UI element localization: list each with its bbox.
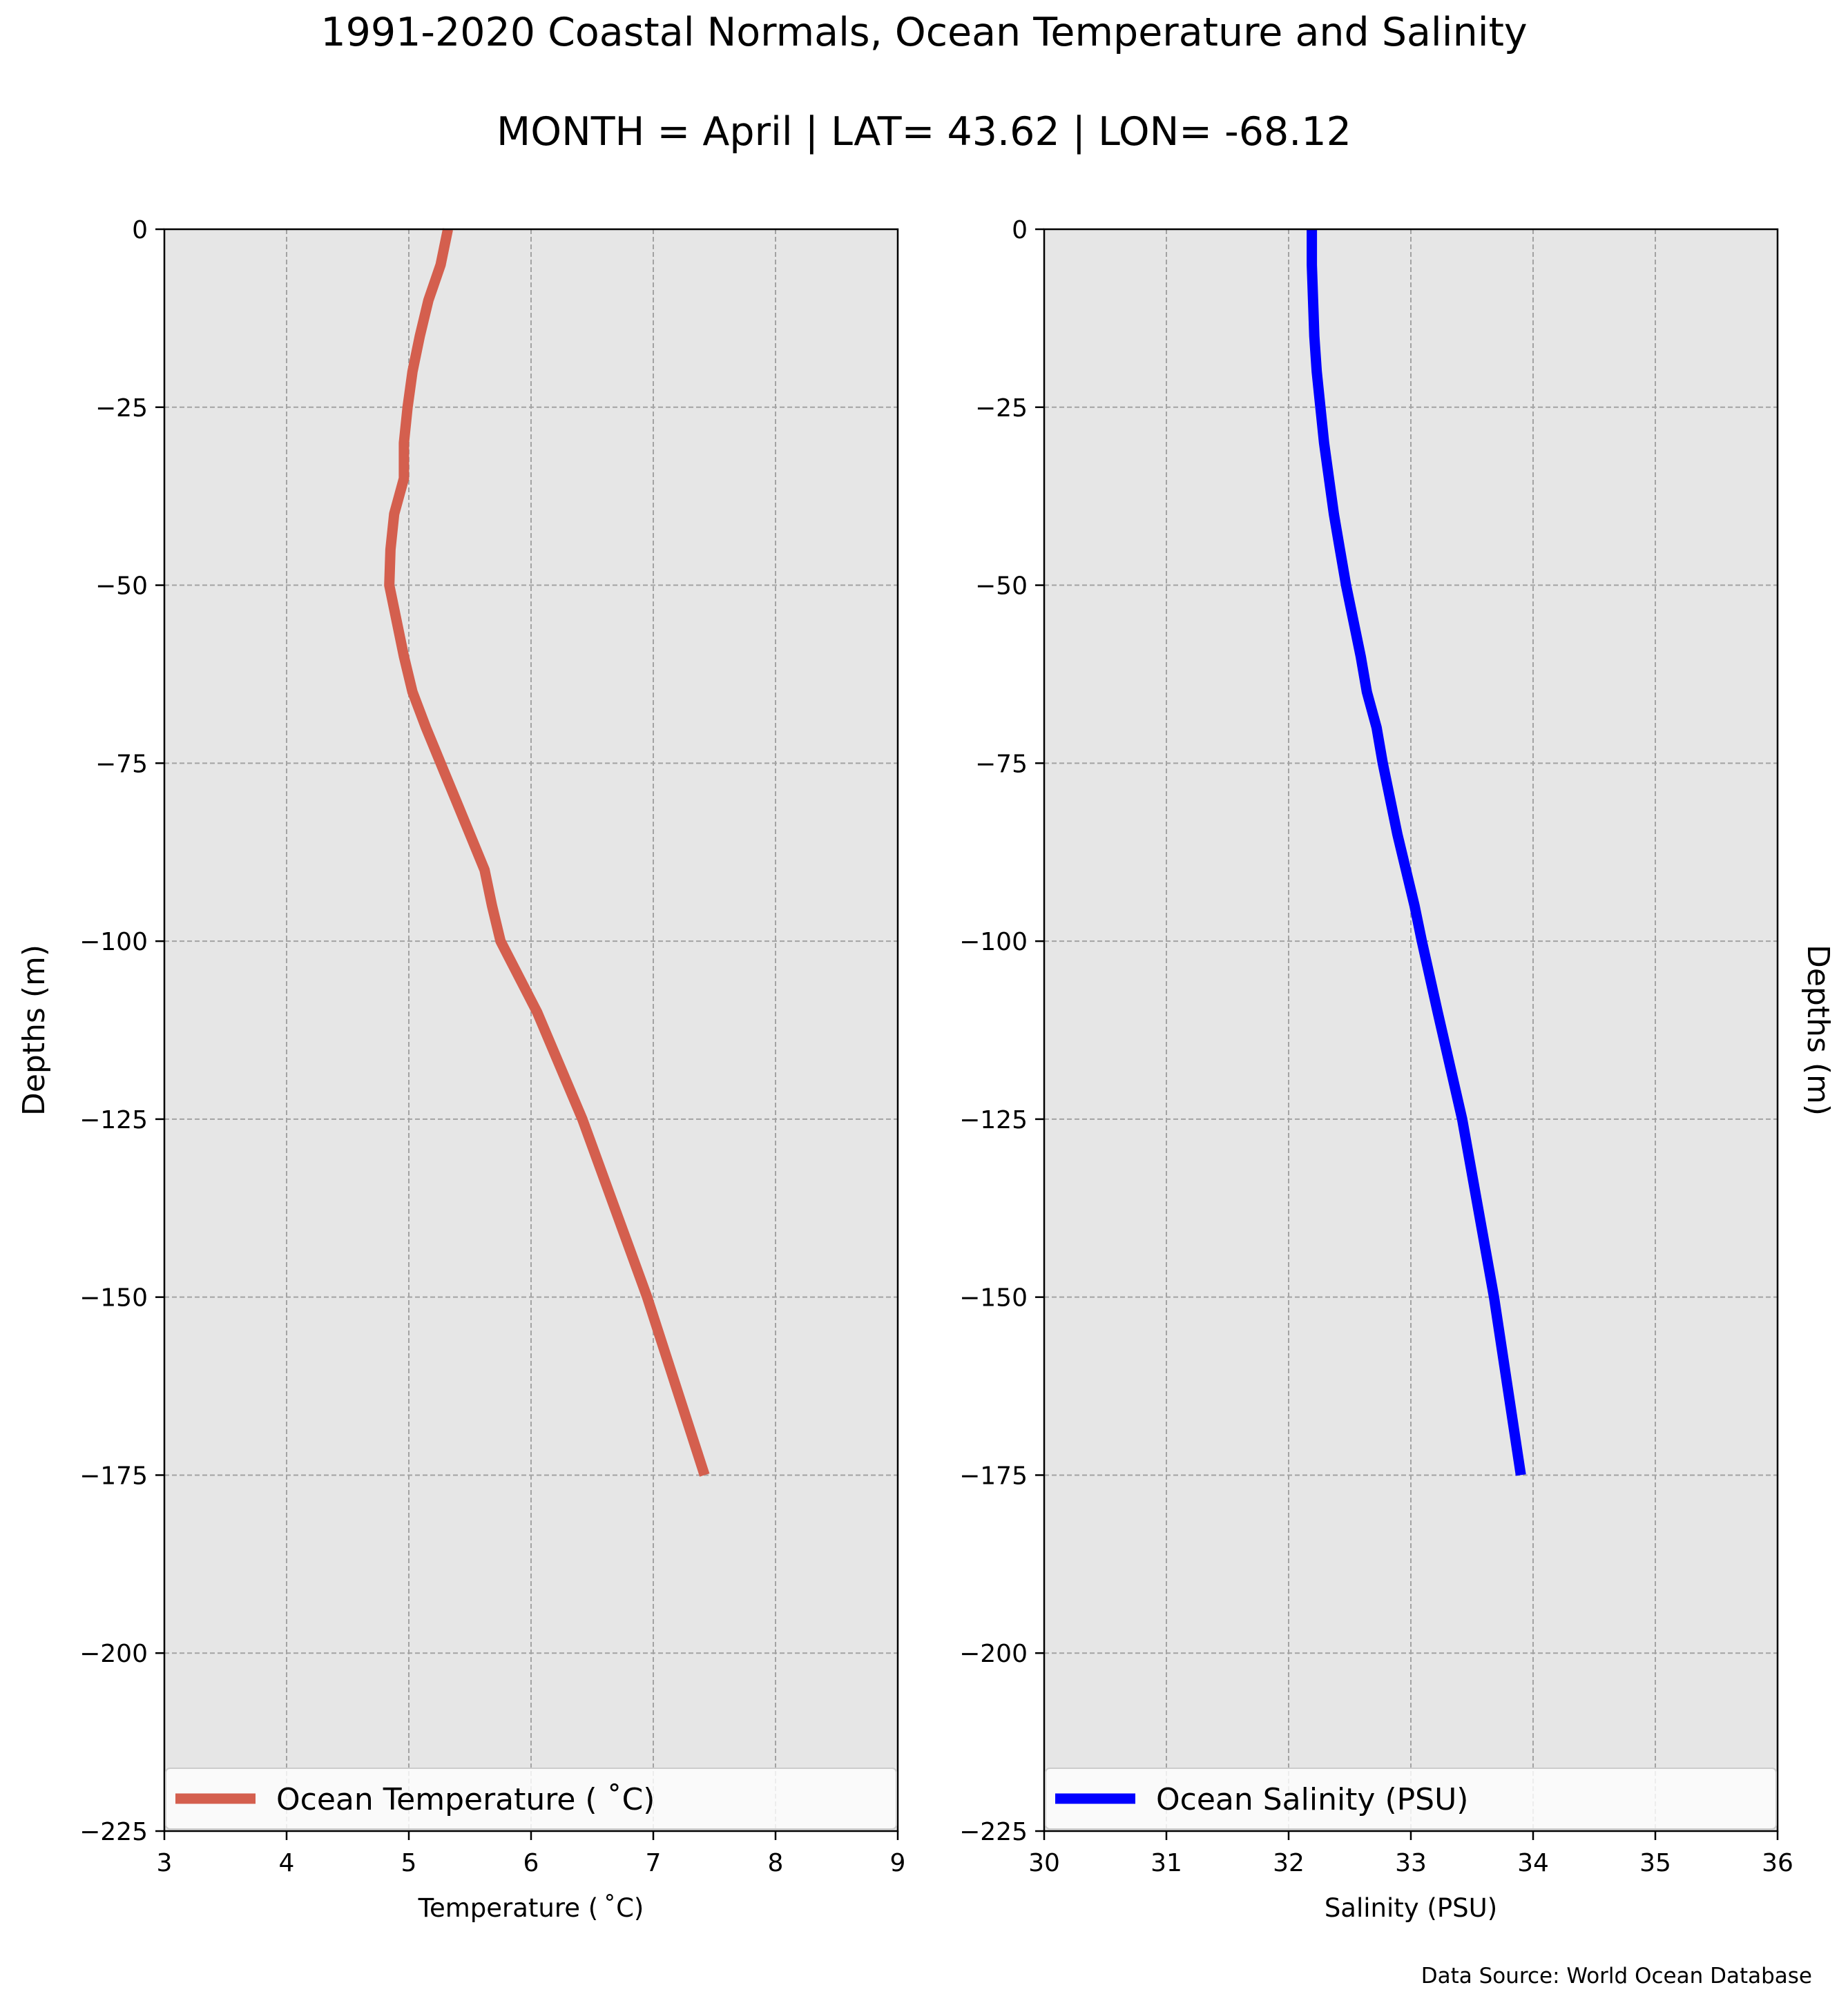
salinity-plot: 30 31 32 33 34 35 36 0 −25 −50 −75 −100 −125 −150 −175… — [959, 216, 1836, 1923]
legend-box — [165, 1768, 897, 1830]
temperature-y-axis-label: Depths (m) — [17, 945, 52, 1116]
y-tick-label: −25 — [975, 394, 1028, 423]
y-tick-label: −200 — [79, 1640, 148, 1668]
y-tick-label: −125 — [79, 1106, 148, 1134]
salinity-series-line — [1307, 229, 1526, 1476]
temperature-x-axis-label: Temperature ( ˚C) — [418, 1893, 644, 1923]
x-tick-label: 5 — [401, 1849, 417, 1877]
temperature-series-line — [384, 228, 710, 1477]
x-tick-label: 7 — [646, 1849, 662, 1877]
legend-box — [1045, 1768, 1777, 1830]
legend-label: Ocean Salinity (PSU) — [1156, 1782, 1468, 1817]
y-tick-label: −75 — [975, 750, 1028, 778]
y-tick-label: −225 — [959, 1818, 1028, 1846]
y-tick-label: −25 — [95, 394, 148, 423]
y-tick-label: −100 — [79, 928, 148, 956]
x-tick-label: 34 — [1517, 1849, 1549, 1877]
salinity-legend: Ocean Salinity (PSU) — [1045, 1768, 1777, 1830]
x-tick-label: 9 — [890, 1849, 906, 1877]
y-tick-label: −75 — [95, 750, 148, 778]
y-tick-label: −175 — [959, 1462, 1028, 1490]
chart-subtitle: MONTH = April | LAT= 43.62 | LON= -68.12 — [497, 109, 1351, 155]
y-tick-label: −200 — [959, 1640, 1028, 1668]
x-tick-label: 8 — [768, 1849, 784, 1877]
legend-label: Ocean Temperature ( ˚C) — [276, 1782, 655, 1817]
y-tick-label: −225 — [79, 1818, 148, 1846]
x-tick-label: 36 — [1762, 1849, 1793, 1877]
y-tick-label: −50 — [975, 572, 1028, 601]
x-tick-label: 33 — [1395, 1849, 1427, 1877]
y-tick-label: 0 — [132, 216, 148, 244]
y-tick-label: −150 — [79, 1284, 148, 1313]
x-tick-label: 3 — [157, 1849, 173, 1877]
x-tick-label: 35 — [1639, 1849, 1671, 1877]
y-tick-label: −125 — [959, 1106, 1028, 1134]
y-tick-label: −100 — [959, 928, 1028, 956]
y-tick-label: −50 — [95, 572, 148, 601]
salinity-y-axis-label: Depths (m) — [1800, 945, 1836, 1116]
x-tick-label: 30 — [1028, 1849, 1060, 1877]
data-source-note: Data Source: World Ocean Database — [1421, 1964, 1812, 1989]
temperature-legend: Ocean Temperature ( ˚C) — [165, 1768, 897, 1830]
y-tick-label: −150 — [959, 1284, 1028, 1313]
x-tick-label: 4 — [279, 1849, 295, 1877]
y-tick-label: 0 — [1012, 216, 1028, 244]
y-tick-label: −175 — [79, 1462, 148, 1490]
x-tick-label: 31 — [1151, 1849, 1182, 1877]
x-tick-label: 32 — [1273, 1849, 1305, 1877]
salinity-x-axis-label: Salinity (PSU) — [1325, 1893, 1497, 1923]
x-tick-label: 6 — [523, 1849, 539, 1877]
temperature-plot: 3 4 5 6 7 8 9 0 −25 −50 −75 −100 −125 −150 −175 −200 −22… — [17, 216, 905, 1923]
chart-title: 1991-2020 Coastal Normals, Ocean Tempera… — [320, 10, 1528, 55]
